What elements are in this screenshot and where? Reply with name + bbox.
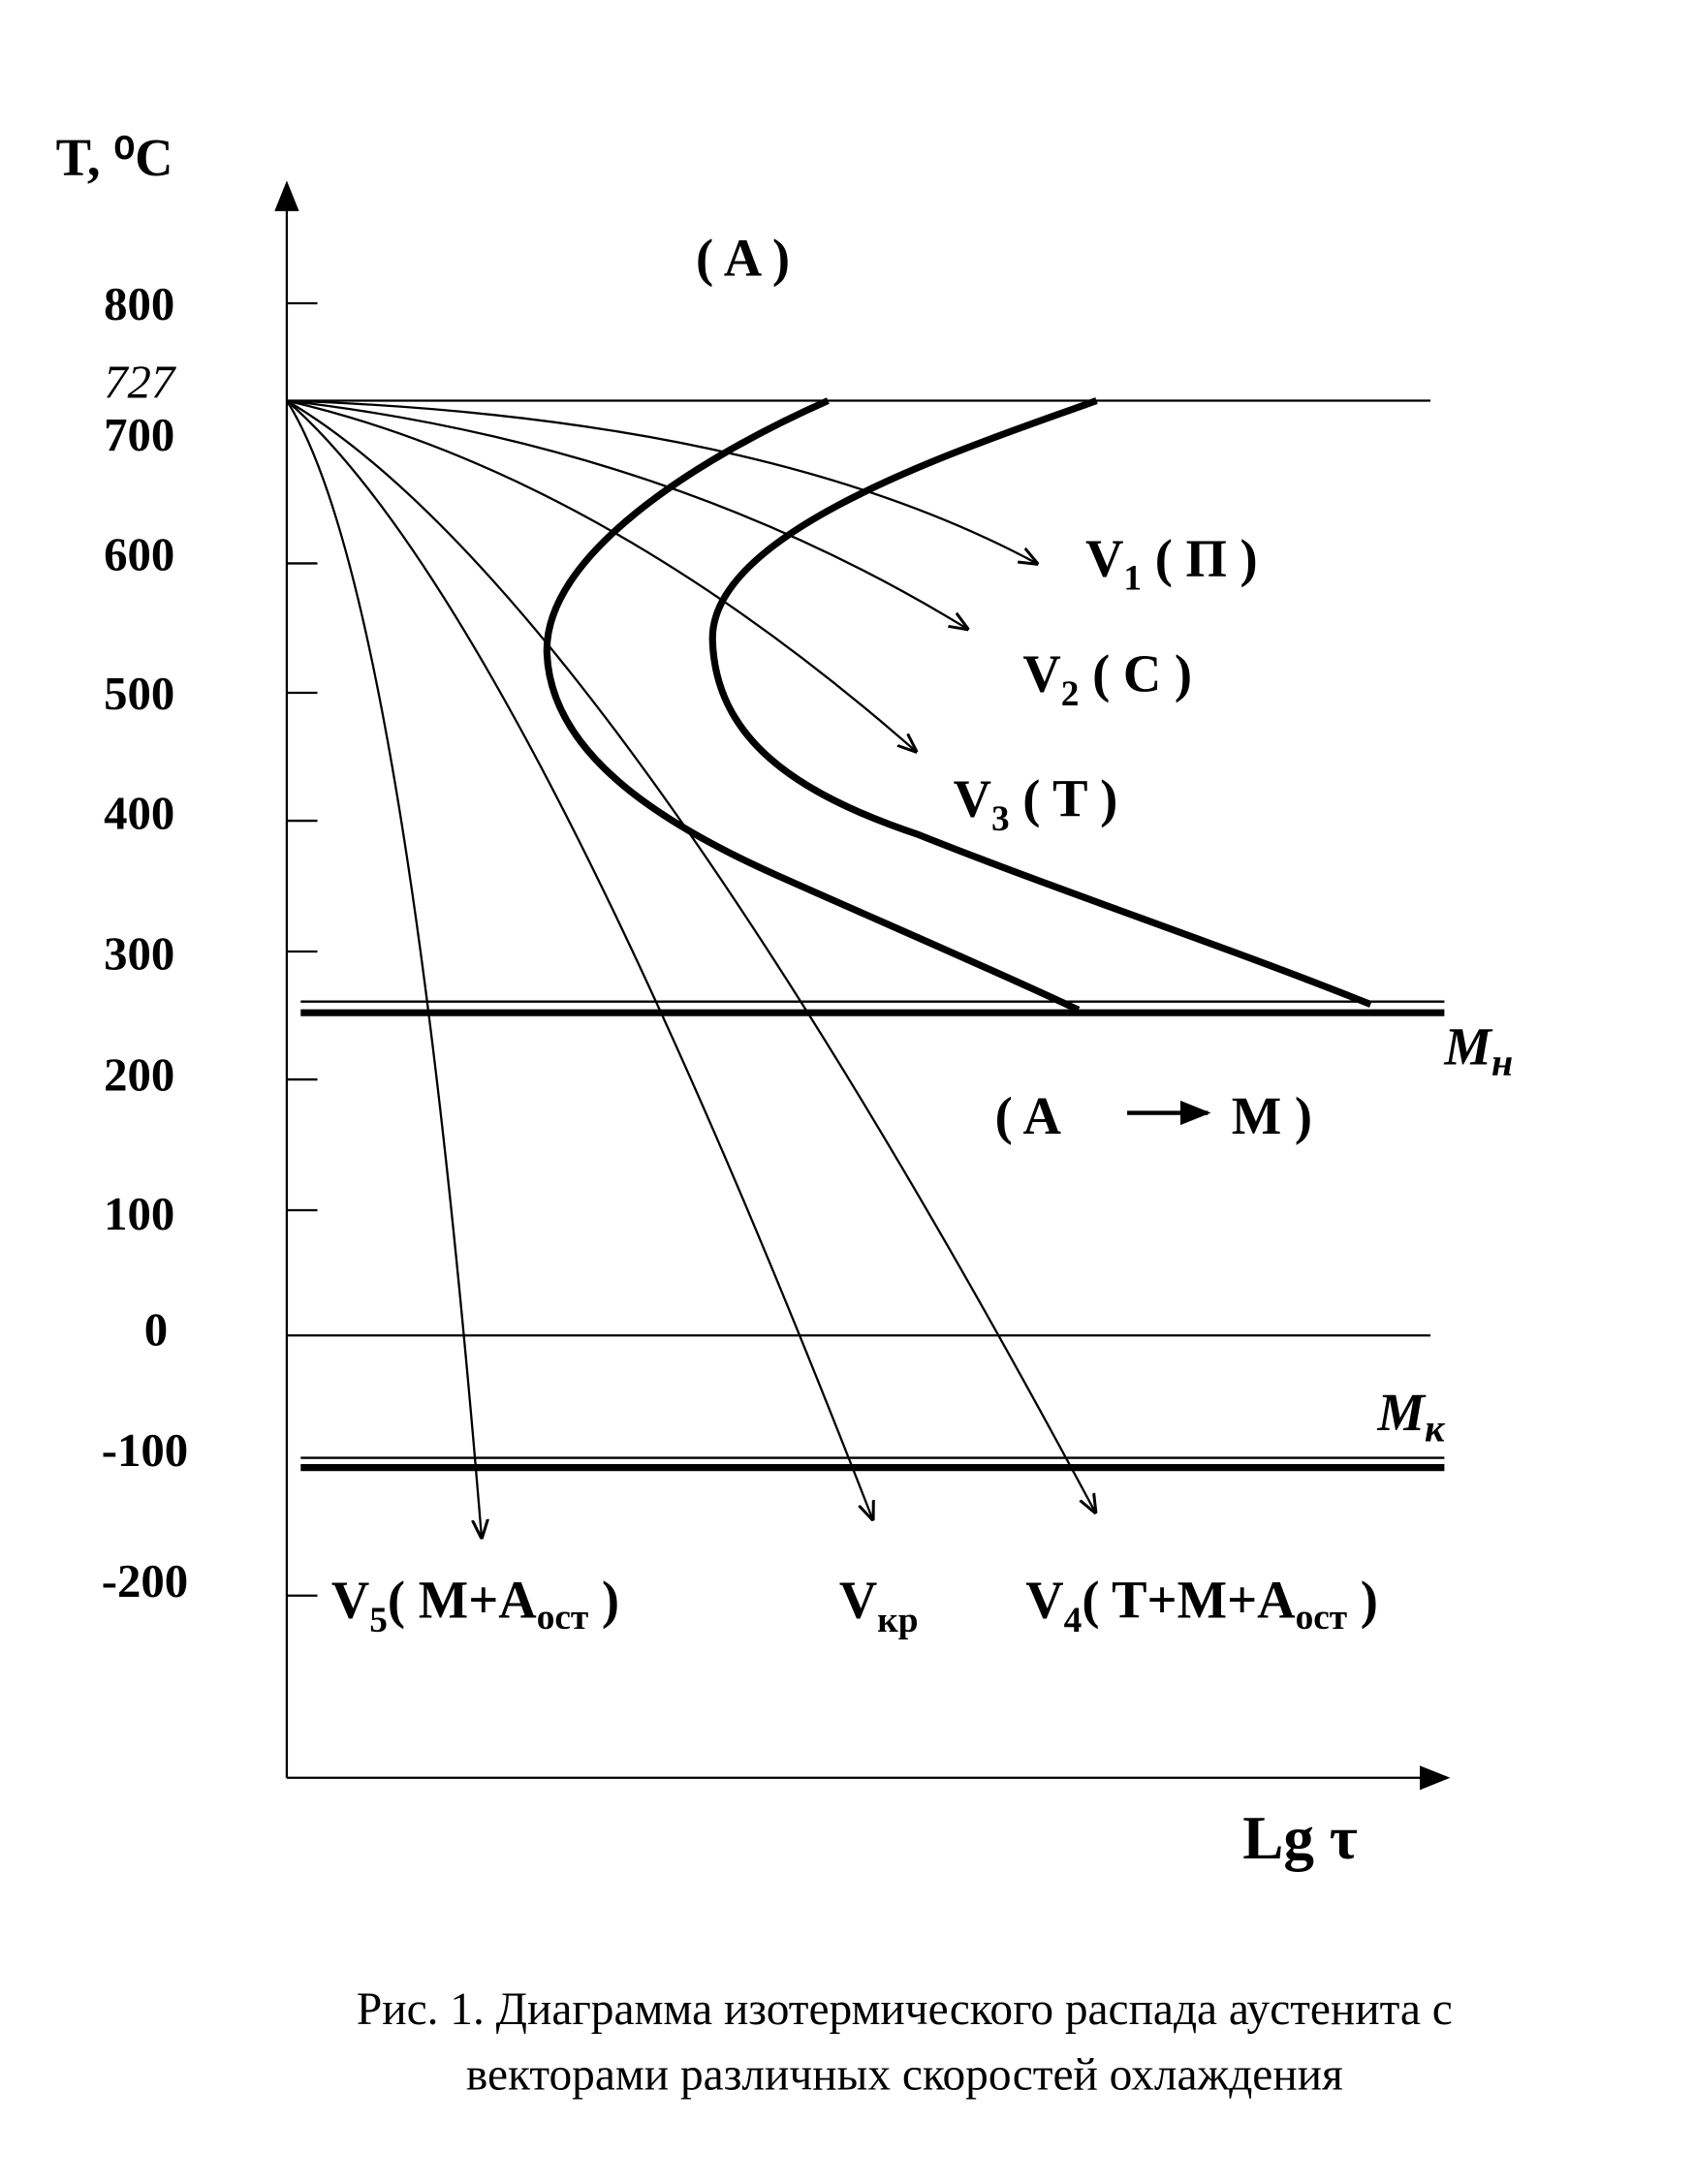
tick-label: 500	[104, 668, 174, 720]
tick-label: -200	[102, 1555, 188, 1607]
lines	[285, 397, 1445, 1537]
labels: ( A ) ( A M ) Mн Mк V1 ( П ) V2 ( C ) V3…	[331, 228, 1513, 1640]
curve-label: V1 ( П )	[1085, 528, 1258, 598]
tick-label: 300	[104, 928, 174, 981]
curve-label: V4( T+M+Aост )	[1025, 1571, 1378, 1640]
tick-label: 400	[104, 788, 174, 840]
tick-label: 600	[104, 529, 174, 581]
curve-label: V5( M+Aост )	[331, 1571, 619, 1640]
region-label: ( A )	[696, 228, 790, 287]
curve-label: V2 ( C )	[1022, 644, 1192, 714]
tick-label: 700	[104, 409, 174, 461]
tick-label: 727	[104, 357, 177, 409]
tick-label: 0	[144, 1303, 168, 1356]
tick-label: 100	[104, 1188, 174, 1240]
tick-label: -100	[102, 1424, 188, 1477]
tick-label: 200	[104, 1049, 174, 1102]
axes: T, ⁰C Lg τ 800 727 700 600 500 400 300 2…	[56, 128, 1451, 1872]
y-title: T, ⁰C	[56, 128, 173, 187]
curve-label: V3 ( T )	[954, 769, 1118, 839]
mf-label: Mк	[1376, 1383, 1446, 1450]
caption: векторами различных скоростей охлаждения	[466, 2049, 1343, 2100]
region-label: M )	[1232, 1086, 1312, 1145]
ms-label: Mн	[1443, 1016, 1513, 1083]
curve-label: Vкр	[839, 1571, 919, 1640]
tick-label: 800	[104, 278, 174, 330]
caption: Рис. 1. Диаграмма изотермического распад…	[357, 1984, 1453, 2035]
x-title: Lg τ	[1242, 1804, 1358, 1872]
y-tick-labels: 800 727 700 600 500 400 300 200 100 0 -1…	[102, 278, 188, 1607]
region-label: ( A	[995, 1086, 1061, 1145]
ticks	[286, 301, 318, 1597]
